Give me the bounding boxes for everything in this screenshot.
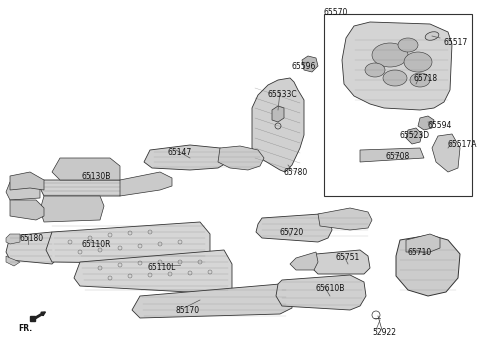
Text: 85170: 85170 [176,306,200,315]
Ellipse shape [372,43,408,67]
Polygon shape [10,200,44,220]
Text: FR.: FR. [18,324,32,333]
Polygon shape [144,145,230,170]
Text: 65533C: 65533C [268,90,298,99]
Polygon shape [272,106,284,122]
Polygon shape [256,214,332,242]
Text: 65596: 65596 [292,62,316,71]
Text: 65610B: 65610B [316,284,346,293]
Polygon shape [52,158,120,180]
Polygon shape [132,284,292,318]
Polygon shape [74,250,232,294]
Ellipse shape [365,63,385,77]
Text: 65720: 65720 [279,228,303,237]
Polygon shape [252,78,304,172]
Text: 65147: 65147 [168,148,192,157]
Polygon shape [120,172,172,196]
Polygon shape [40,180,124,196]
Polygon shape [342,22,452,110]
Polygon shape [302,56,318,72]
Polygon shape [6,256,20,266]
Polygon shape [46,222,210,264]
Text: 52922: 52922 [372,328,396,337]
Polygon shape [40,196,104,222]
Polygon shape [318,208,372,230]
Polygon shape [6,180,40,200]
Text: 65180: 65180 [20,234,44,243]
Polygon shape [290,252,318,270]
Ellipse shape [383,70,407,86]
Ellipse shape [404,52,432,72]
Text: 65751: 65751 [336,253,360,262]
Text: 65780: 65780 [284,168,308,177]
Polygon shape [360,148,424,162]
FancyArrow shape [32,312,46,321]
Text: 65110R: 65110R [82,240,111,249]
Text: 65110L: 65110L [148,263,176,272]
Ellipse shape [410,73,430,87]
Polygon shape [6,234,20,244]
Polygon shape [310,250,370,274]
Text: 65130B: 65130B [82,172,111,181]
Text: 65517A: 65517A [448,140,478,149]
Ellipse shape [425,32,439,40]
Text: 65710: 65710 [408,248,432,257]
Polygon shape [10,172,44,190]
Text: 65594: 65594 [427,121,451,130]
Polygon shape [432,134,460,172]
Text: 65517: 65517 [443,38,467,47]
Polygon shape [406,128,422,144]
Text: 65708: 65708 [386,152,410,161]
Polygon shape [218,146,264,170]
Text: 65523D: 65523D [400,131,430,140]
Polygon shape [6,232,56,264]
Polygon shape [276,275,366,310]
Ellipse shape [398,38,418,52]
Polygon shape [396,235,460,296]
Bar [30,316,35,321]
Text: 65570: 65570 [324,8,348,17]
Polygon shape [418,116,434,130]
Polygon shape [406,234,440,252]
Text: 65718: 65718 [414,74,438,83]
Bar [324,14,472,196]
